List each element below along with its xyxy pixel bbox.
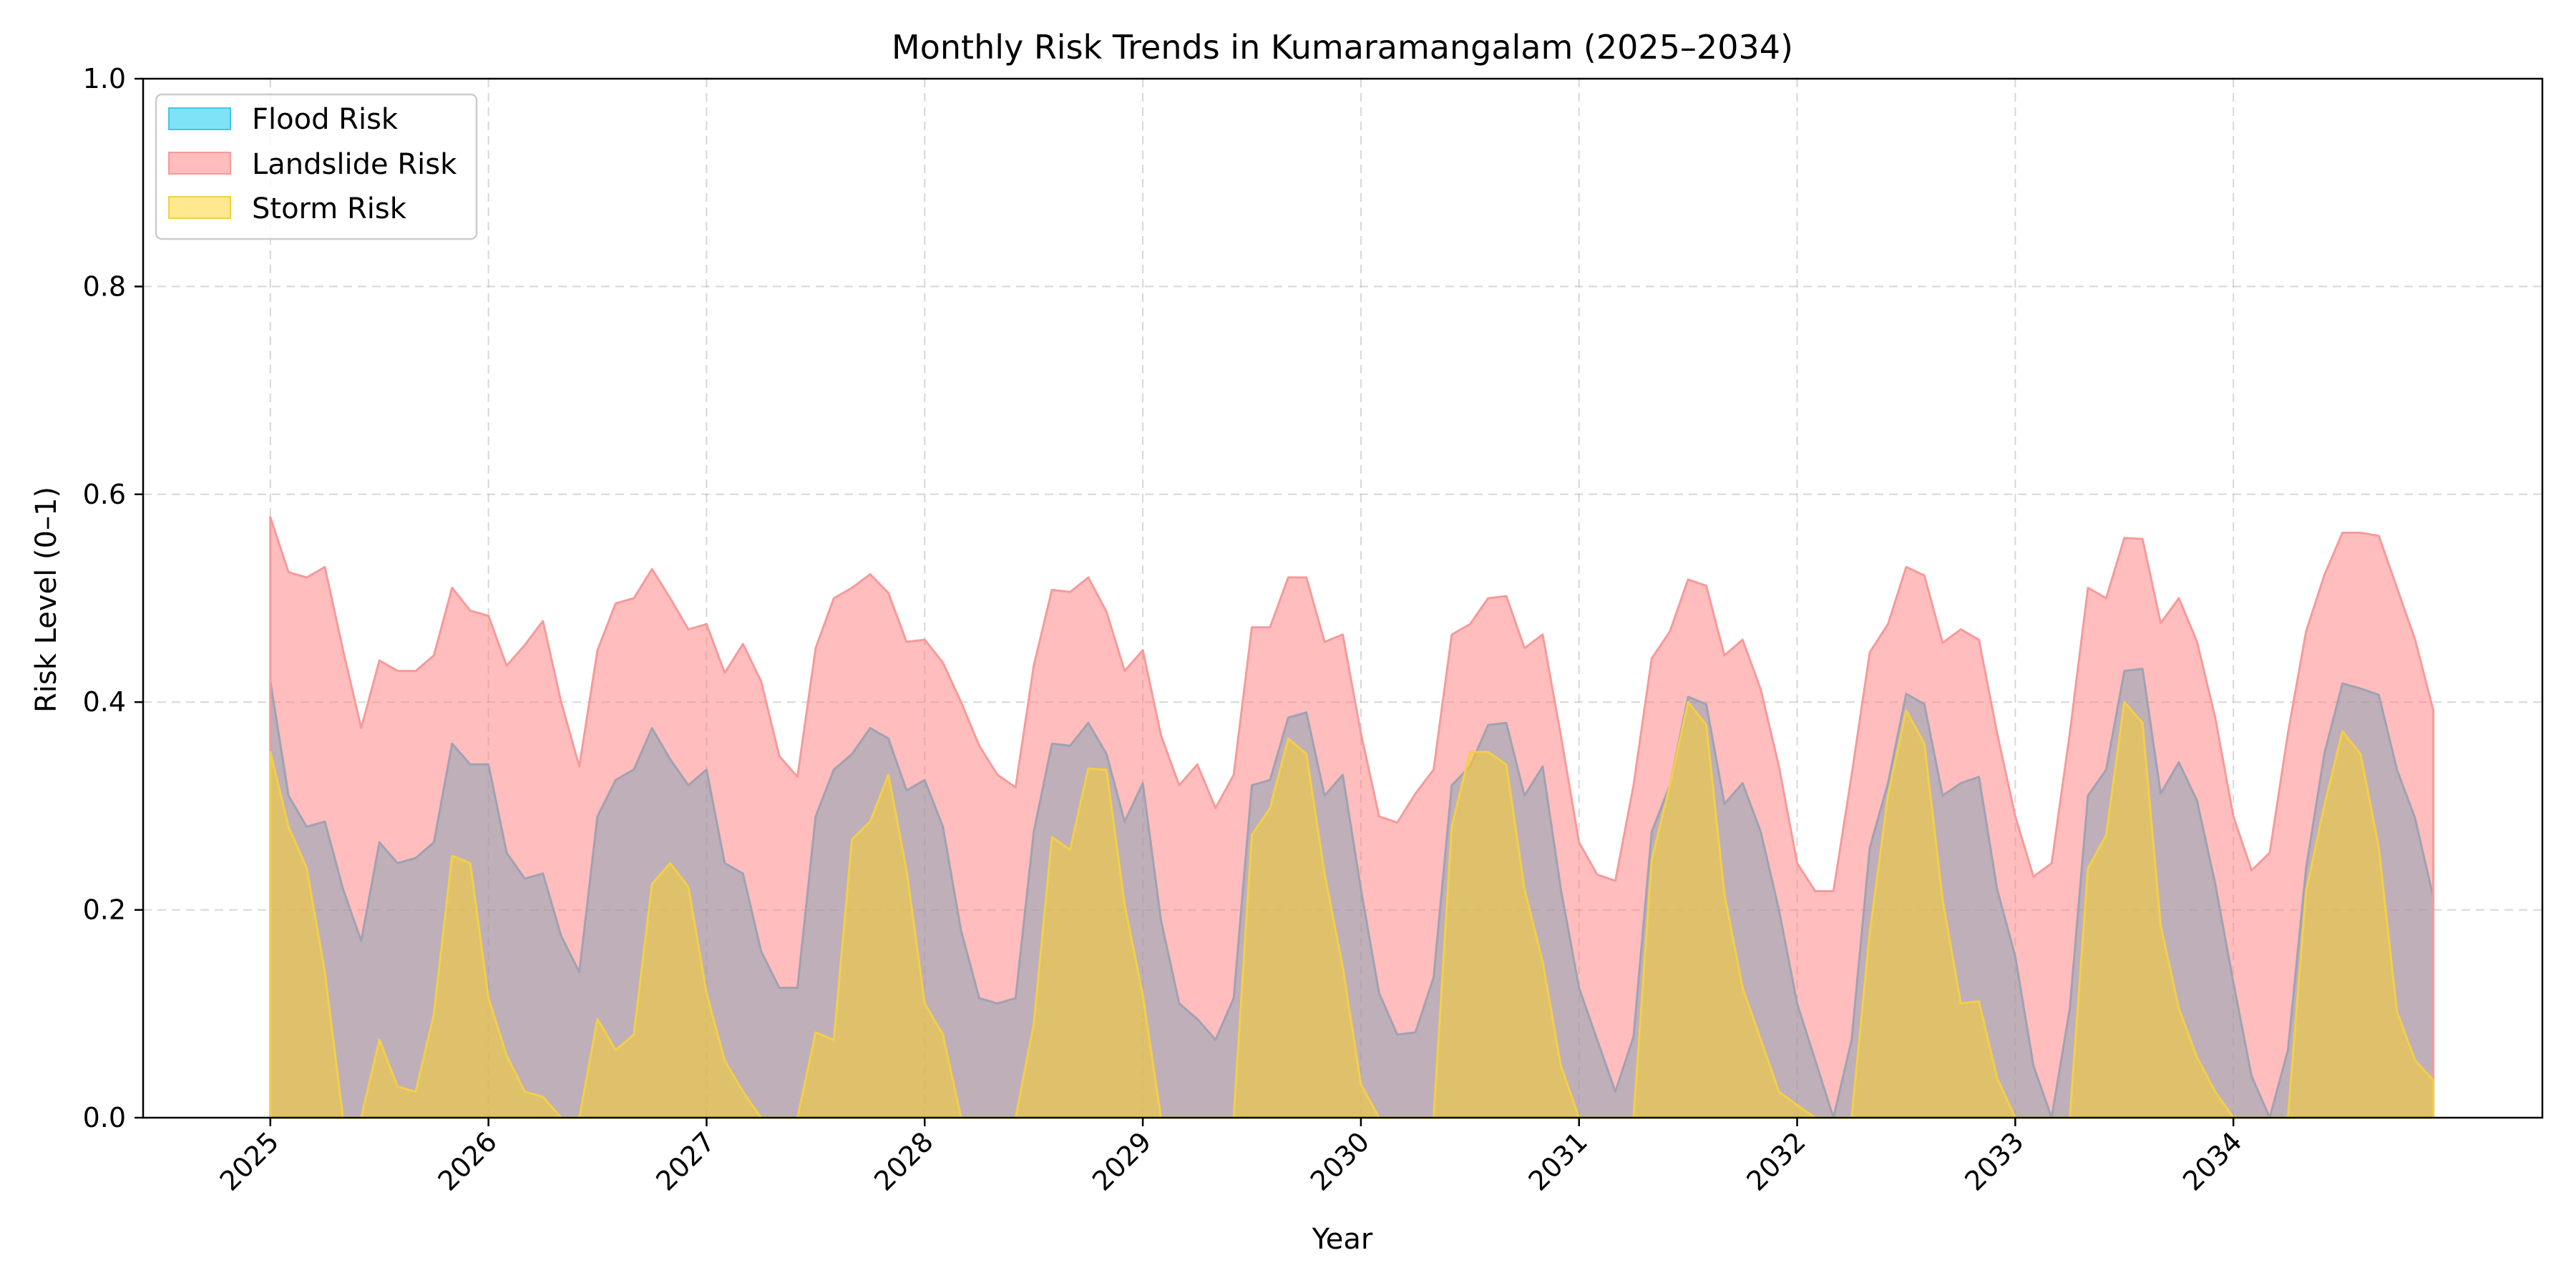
- y-axis-label: Risk Level (0–1): [30, 487, 63, 713]
- y-tick-label: 0.8: [83, 270, 126, 302]
- legend-frame: [155, 93, 478, 240]
- legend-swatch-landslide: [168, 152, 231, 175]
- legend-label-storm: Storm Risk: [252, 192, 407, 225]
- legend-label-flood: Flood Risk: [252, 103, 399, 136]
- axes: [142, 77, 2544, 1119]
- y-tick-label: 0.0: [83, 1102, 126, 1133]
- legend-swatch-storm: [168, 196, 231, 219]
- y-tick-label: 0.2: [83, 894, 126, 926]
- plot-frame: [142, 77, 2544, 1119]
- legend-label-landslide: Landslide Risk: [252, 148, 457, 181]
- x-axis-label: Year: [1312, 1223, 1373, 1256]
- area-series-group: [269, 516, 2435, 1119]
- y-tick-label: 1.0: [83, 63, 126, 94]
- legend-swatch-flood: [168, 107, 231, 130]
- legend: Flood Risk Landslide Risk Storm Risk: [155, 93, 478, 240]
- y-tick-label: 0.4: [83, 686, 126, 718]
- y-tick-label: 0.6: [83, 479, 126, 510]
- area-series-storm: [269, 701, 2435, 1119]
- chart-title: Monthly Risk Trends in Kumaramangalam (2…: [892, 28, 1793, 67]
